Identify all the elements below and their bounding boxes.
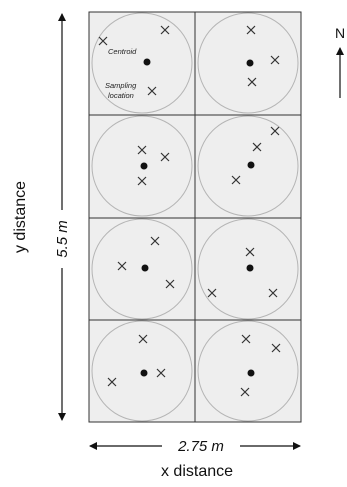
centroid-dot-r2-c1 [140, 162, 148, 170]
sampling-cross-icon [156, 368, 166, 378]
north-label: N [335, 25, 345, 41]
cell-r4-c2 [194, 319, 302, 423]
centroid-dot-r2-c2 [247, 161, 255, 169]
centroid-dot-r1-c1 [143, 58, 151, 66]
circle-r4-c1 [91, 320, 193, 422]
sampling-cross-icon [107, 377, 117, 387]
sampling-circles [91, 12, 299, 422]
sampling-cross-icon [246, 25, 256, 35]
circle-r3-c2 [197, 218, 299, 320]
sampling-cross-icon [252, 142, 262, 152]
height-dimension: 5.5 m [54, 13, 71, 421]
sampling-cross-icon [241, 334, 251, 344]
sampling-cross-icon [98, 36, 108, 46]
sampling-cross-icon [207, 288, 217, 298]
x-axis-label: x distance [161, 463, 233, 480]
centroids [140, 58, 255, 377]
centroid-dot-r1-c2 [246, 59, 254, 67]
legend-sampling-label-line1: Sampling [105, 81, 137, 90]
centroid-dot-r3-c2 [246, 264, 254, 272]
circle-r1-c2 [197, 12, 299, 114]
sampling-cross-icon [270, 55, 280, 65]
grid-cells [88, 11, 302, 423]
sampling-cross-icon [240, 387, 250, 397]
sampling-cross-icon [268, 288, 278, 298]
legend-sampling-label-line2: location [108, 91, 134, 100]
sampling-locations [98, 25, 281, 397]
sampling-cross-icon [150, 236, 160, 246]
circle-r2-c1 [91, 115, 193, 217]
cell-r1-c1 [88, 11, 196, 116]
circle-r3-c1 [91, 218, 193, 320]
sampling-cross-icon [160, 25, 170, 35]
circle-r1-c1 [91, 12, 193, 114]
sampling-cross-icon [160, 152, 170, 162]
circle-r2-c2 [197, 115, 299, 217]
sampling-cross-icon [231, 175, 241, 185]
height-label: 5.5 m [54, 220, 71, 258]
sampling-cross-icon [271, 343, 281, 353]
centroid-dot-r4-c1 [140, 369, 148, 377]
sampling-cross-icon [247, 77, 257, 87]
centroid-dot-r4-c2 [247, 369, 255, 377]
width-dimension: 2.75 m [89, 438, 301, 455]
sampling-cross-icon [137, 176, 147, 186]
sampling-cross-icon [245, 247, 255, 257]
sampling-cross-icon [270, 126, 280, 136]
sampling-cross-icon [147, 86, 157, 96]
legend-centroid-label: Centroid [108, 47, 137, 56]
north-arrow: N [335, 25, 345, 98]
sampling-cross-icon [137, 145, 147, 155]
width-label: 2.75 m [177, 438, 224, 455]
y-axis-label: y distance [12, 181, 29, 253]
sampling-cross-icon [165, 279, 175, 289]
sampling-cross-icon [117, 261, 127, 271]
sampling-cross-icon [138, 334, 148, 344]
centroid-dot-r3-c1 [141, 264, 149, 272]
circle-r4-c2 [197, 320, 299, 422]
